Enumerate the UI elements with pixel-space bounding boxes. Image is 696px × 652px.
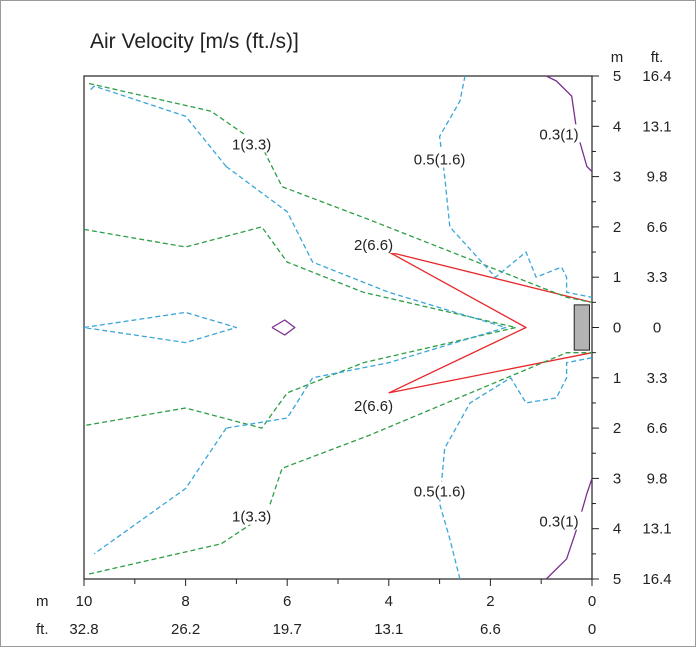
contour-label-1-3-3: 1(3.3) [232, 509, 271, 526]
contour-line-0-5-1-6-1 [438, 357, 593, 580]
contour-line-2-6-6-0 [388, 251, 527, 394]
contour-line-0-5-1-6-5 [88, 85, 95, 92]
contour-label-bg [227, 134, 276, 153]
y-tick-label-ft: 9.8 [647, 470, 668, 487]
x-tick-label-m: 0 [588, 593, 596, 610]
contour-label-2-6-6: 2(6.6) [354, 237, 393, 254]
contour-label-bg [227, 506, 276, 525]
y-tick-label-m: 5 [613, 68, 621, 85]
y-tick-label-ft: 9.8 [647, 169, 668, 186]
contour-label-bg [415, 149, 464, 168]
x-tick-label-ft: 13.1 [374, 621, 403, 638]
y-tick-label-m: 2 [613, 219, 621, 236]
contour-line-0-5-1-6-0 [438, 75, 593, 298]
y-unit-m: m [611, 49, 624, 66]
contour-line-1-3-3-1 [88, 352, 592, 575]
y-tick-label-m: 3 [613, 169, 621, 186]
x-tick-label-ft: 0 [588, 621, 596, 638]
contour-line-0-5-1-6-4 [93, 427, 227, 555]
contour-label-0-3-1: 0.3(1) [539, 126, 578, 143]
y-tick-label-ft: 16.4 [642, 571, 671, 588]
contour-marks: 2(6.6) 2(6.6) 1(3.3) 1(3.3) 0.5(1.6) 0.5(1.6)… [83, 75, 593, 580]
contour-label-0-5-1-6: 0.5(1.6) [414, 483, 466, 500]
y-tick-label-ft: 0 [653, 320, 661, 337]
x-tick-label-m: 8 [181, 593, 189, 610]
x-tick-label-ft: 6.6 [480, 621, 501, 638]
y-tick-label-ft: 13.1 [642, 521, 671, 538]
contour-label-0-5-1-6: 0.5(1.6) [414, 152, 466, 169]
y-tick-label-ft: 13.1 [642, 118, 671, 135]
chart-title: Air Velocity [m/s (ft./s)] [90, 30, 299, 53]
y-tick-label-ft: 3.3 [647, 269, 668, 286]
contour-label-bg [349, 235, 398, 254]
y-tick-label-ft: 3.3 [647, 370, 668, 387]
x-tick-label-ft: 26.2 [171, 621, 200, 638]
x-tick-label-ft: 32.8 [69, 621, 98, 638]
contour-line-0-5-1-6-2 [225, 165, 507, 429]
x-unit-m: m [36, 593, 49, 610]
y-tick-label-m: 3 [613, 470, 621, 487]
y-tick-label-ft: 6.6 [647, 420, 668, 437]
x-tick-label-m: 6 [283, 593, 291, 610]
x-unit-ft: ft. [36, 621, 49, 638]
x-tick-label-m: 2 [486, 593, 494, 610]
contour-line-2-6-6-2 [388, 352, 593, 394]
y-unit-ft: ft. [651, 49, 664, 66]
contour-label-0-3-1: 0.3(1) [539, 514, 578, 531]
y-tick-label-m: 1 [613, 269, 621, 286]
x-tick-label-m: 4 [385, 593, 393, 610]
contour-line-0-5-1-6-6 [83, 311, 238, 344]
y-tick-label-m: 2 [613, 420, 621, 437]
x-tick-label-m: 10 [76, 593, 93, 610]
contour-label-bg [534, 124, 583, 143]
y-tick-label-m: 4 [613, 521, 621, 538]
outlet-block [573, 304, 590, 351]
contour-line-0-3-1-2 [271, 319, 296, 336]
contour-line-1-3-3-0 [88, 82, 593, 304]
contour-line-1-3-3-2 [83, 226, 517, 429]
contour-label-bg [349, 395, 398, 414]
contour-line-0-3-1-0 [546, 75, 593, 173]
y-tick-label-m: 1 [613, 370, 621, 387]
contour-label-bg [415, 481, 464, 500]
contour-label-2-6-6: 2(6.6) [354, 398, 393, 415]
contour-label-1-3-3: 1(3.3) [232, 136, 271, 153]
x-tick-label-ft: 19.7 [273, 621, 302, 638]
contour-line-0-5-1-6-3 [93, 85, 227, 167]
contour-label-bg [534, 511, 583, 530]
y-tick-label-m: 0 [613, 320, 621, 337]
y-tick-label-m: 5 [613, 571, 621, 588]
y-tick-label-ft: 16.4 [642, 68, 671, 85]
y-tick-label-m: 4 [613, 118, 621, 135]
y-tick-label-ft: 6.6 [647, 219, 668, 236]
